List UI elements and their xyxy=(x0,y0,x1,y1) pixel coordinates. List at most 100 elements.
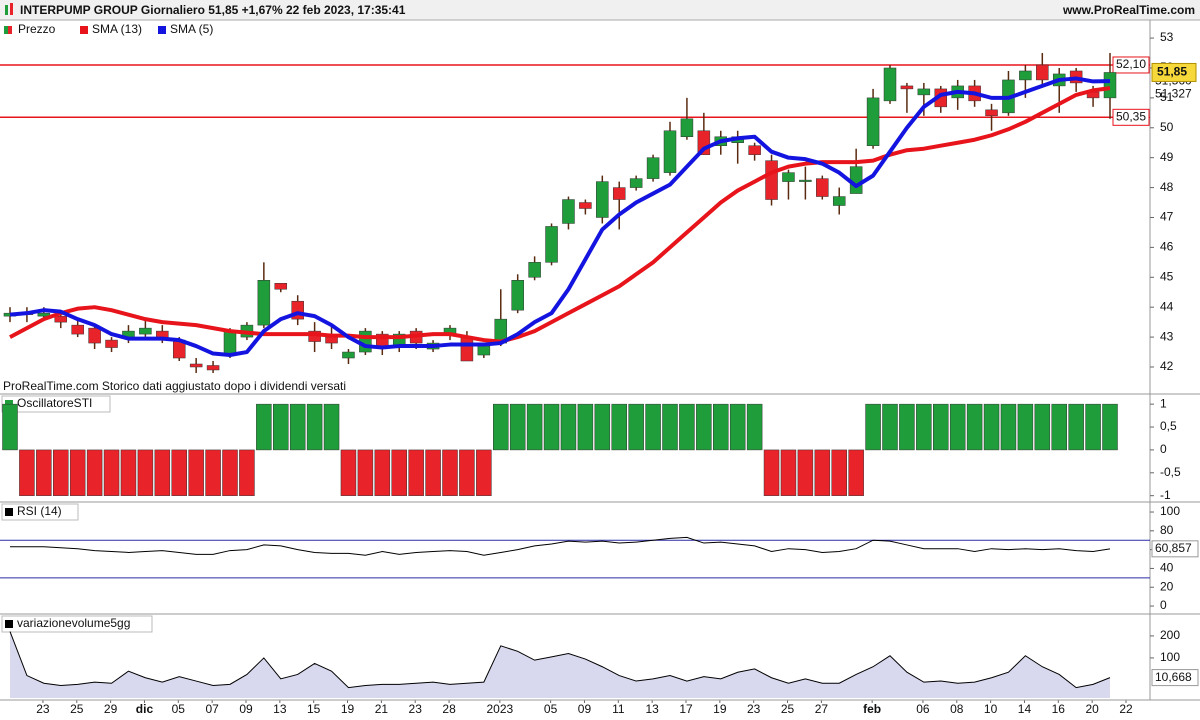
oscillator-bar xyxy=(86,449,103,496)
y-tick-label: 48 xyxy=(1160,180,1174,194)
legend-swatch xyxy=(158,26,166,34)
candle-body xyxy=(325,336,338,344)
oscillator-bar xyxy=(1000,403,1017,451)
candle-body xyxy=(37,312,51,317)
oscillator-bar xyxy=(374,449,391,496)
y-tick-label: 46 xyxy=(1160,240,1174,254)
candle-body xyxy=(223,330,237,356)
y-tick-label: -1 xyxy=(1160,488,1171,502)
oscillator-bar xyxy=(256,403,272,451)
y-tick-label: 42 xyxy=(1160,359,1174,373)
x-tick-label: 25 xyxy=(70,702,84,716)
candle-body xyxy=(54,315,68,323)
x-tick-label: 28 xyxy=(442,702,456,716)
x-tick-label: 29 xyxy=(104,702,118,716)
oscillator-bar xyxy=(222,449,238,496)
x-tick-label: 14 xyxy=(1018,702,1032,716)
candle-body xyxy=(1103,72,1117,99)
oscillator-bar xyxy=(797,449,814,496)
candle-body xyxy=(88,327,101,344)
candle-body xyxy=(748,145,761,155)
candle-body xyxy=(765,160,778,200)
legend-label: SMA (5) xyxy=(170,22,213,36)
oscillator-bar xyxy=(273,403,289,451)
oscillator-bar xyxy=(188,449,204,496)
candle-body xyxy=(105,339,118,348)
oscillator-bar xyxy=(594,403,611,451)
legend-swatch xyxy=(80,26,88,34)
panel-label-swatch xyxy=(5,508,13,516)
oscillator-bar xyxy=(1068,403,1084,451)
level-label: 50,35 xyxy=(1116,109,1146,123)
oscillator-bar xyxy=(171,449,187,496)
candle-body xyxy=(206,365,220,371)
y-tick-label: 53 xyxy=(1160,30,1174,44)
oscillator-bar xyxy=(391,449,407,496)
x-tick-label: 15 xyxy=(307,702,321,716)
sma-line xyxy=(9,76,1111,358)
candle-body xyxy=(545,226,558,263)
panel-label: RSI (14) xyxy=(17,504,62,518)
oscillator-bar xyxy=(916,403,932,451)
oscillator-bar xyxy=(205,449,221,496)
x-tick-label: 07 xyxy=(205,702,219,716)
oscillator-bar xyxy=(1085,403,1101,451)
y-tick-label: 1 xyxy=(1160,396,1167,410)
candle-body xyxy=(342,351,355,359)
candle-body xyxy=(663,130,677,173)
x-tick-label: 23 xyxy=(747,702,761,716)
candle-body xyxy=(71,324,84,335)
oscillator-bar xyxy=(323,403,340,451)
level-label-box xyxy=(1112,108,1150,126)
oscillator-bar xyxy=(509,403,526,451)
last-value-box xyxy=(1151,540,1199,558)
last-price-box xyxy=(1151,62,1197,82)
last-value-label: 10,668 xyxy=(1155,670,1192,684)
x-tick-label: 19 xyxy=(341,702,355,716)
x-tick-label: 22 xyxy=(1119,702,1133,716)
panel-label-box xyxy=(1,615,153,633)
sma-line xyxy=(9,86,1111,344)
oscillator-bar xyxy=(696,403,712,451)
x-tick-label: 23 xyxy=(36,702,50,716)
panel-label-box xyxy=(1,395,111,413)
candle-body xyxy=(257,280,271,326)
x-tick-label: 06 xyxy=(916,702,930,716)
candle-body xyxy=(816,178,829,197)
oscillator-bar xyxy=(357,449,374,496)
oscillator-bar xyxy=(949,403,966,451)
candle-body xyxy=(799,179,812,182)
oscillator-bar xyxy=(763,449,780,496)
x-tick-label: 20 xyxy=(1085,702,1099,716)
oscillator-bar xyxy=(476,449,492,496)
oscillator-bar xyxy=(1102,403,1118,451)
x-tick-label: 23 xyxy=(409,702,423,716)
panel-label: variazionevolume5gg xyxy=(17,616,130,630)
candle-body xyxy=(477,345,491,356)
candle-body xyxy=(596,181,609,218)
oscillator-bar xyxy=(120,449,137,496)
y-tick-label: 40 xyxy=(1160,561,1174,575)
x-tick-label: 11 xyxy=(612,702,625,716)
oscillator-bar xyxy=(69,449,86,496)
x-tick-label: 27 xyxy=(815,702,829,716)
panel-label-swatch xyxy=(5,620,13,628)
oscillator-bar xyxy=(662,403,678,451)
oscillator-bar xyxy=(729,403,746,451)
oscillator-bar xyxy=(865,403,881,451)
candle-body xyxy=(782,172,795,182)
last-value-label: 60,857 xyxy=(1155,541,1192,555)
oscillator-bar xyxy=(899,403,915,451)
candle-body xyxy=(460,336,474,362)
y-tick-label: 0,5 xyxy=(1160,419,1177,433)
y-tick-label: 49 xyxy=(1160,150,1174,164)
x-tick-label: 16 xyxy=(1052,702,1066,716)
legend-label: Prezzo xyxy=(18,22,56,36)
oscillator-bar xyxy=(560,403,577,451)
sma-last-label: 51,327 xyxy=(1155,86,1192,100)
y-tick-label: 50 xyxy=(1160,120,1174,134)
legend-swatch xyxy=(4,26,8,34)
candle-body xyxy=(511,280,524,311)
x-tick-label: 19 xyxy=(713,702,727,716)
